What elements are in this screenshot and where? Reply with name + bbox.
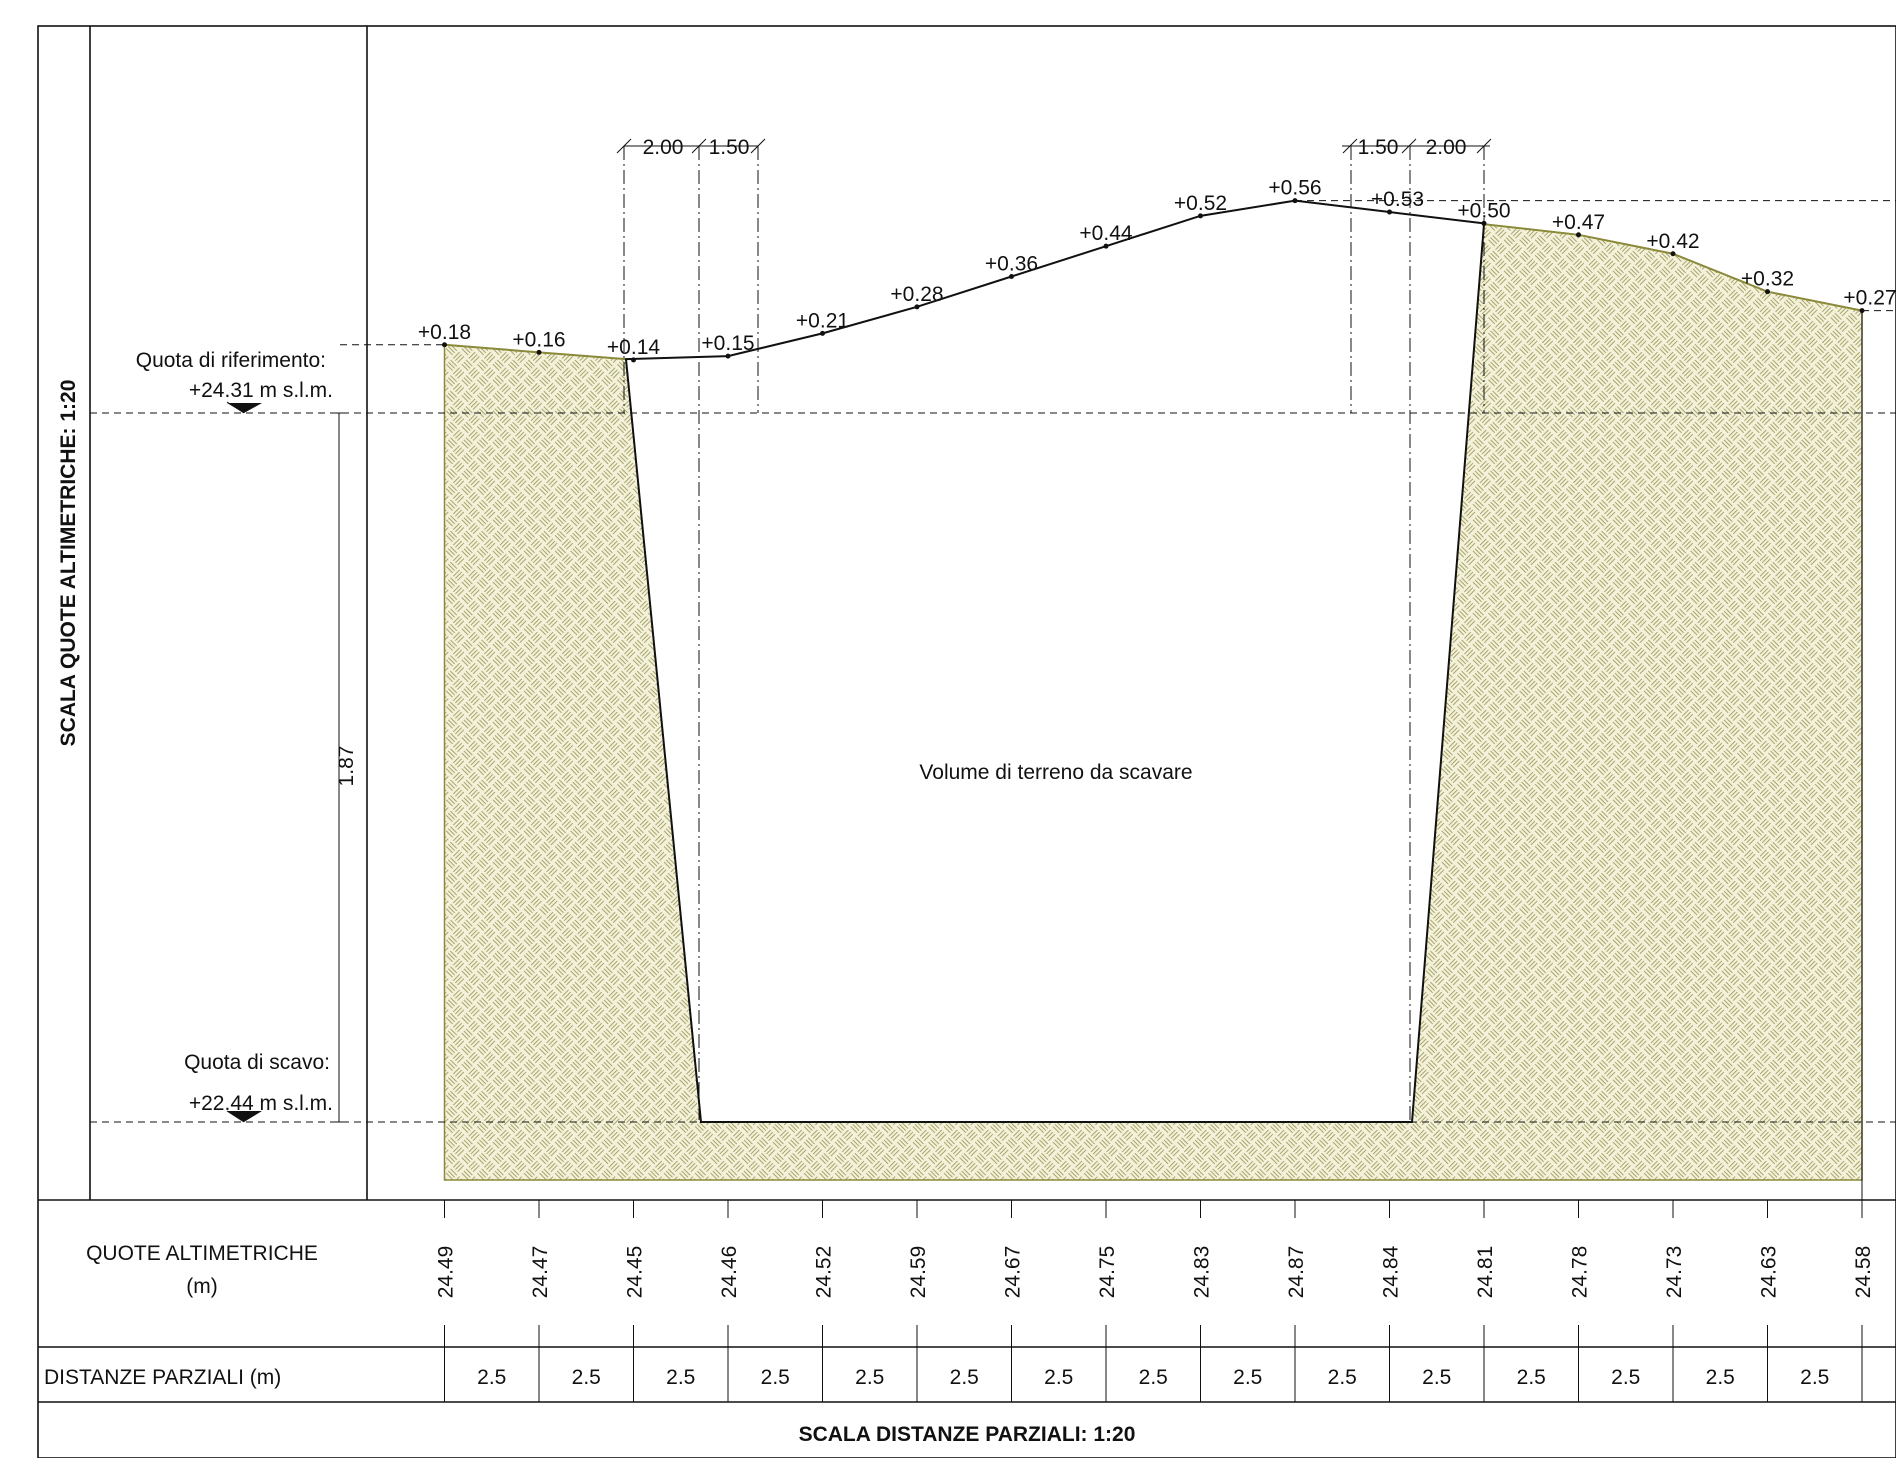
right-dim-1: 1.50	[1358, 136, 1399, 159]
profile-point	[1670, 251, 1676, 257]
elevation-value: 24.84	[1380, 1245, 1403, 1298]
profile-point	[725, 353, 731, 359]
distance-row-label: DISTANZE PARZIALI (m)	[44, 1366, 281, 1389]
elevation-value: 24.83	[1191, 1246, 1214, 1299]
horizontal-scale-title: SCALA DISTANZE PARZIALI: 1:20	[799, 1423, 1136, 1446]
relative-elevation-label: +0.27	[1843, 287, 1896, 310]
elevation-value: 24.59	[907, 1246, 930, 1299]
frame	[37, 25, 1896, 1458]
terrain-fill	[443, 223, 1863, 1181]
profile-point	[1576, 232, 1581, 238]
excavation-level-value: +22.44 m s.l.m.	[189, 1092, 333, 1115]
distance-value: 2.5	[1706, 1366, 1735, 1389]
profile-point	[1292, 198, 1298, 204]
excavation-level-label: Quota di scavo:	[184, 1051, 330, 1074]
relative-elevation-label: +0.16	[512, 328, 565, 351]
relative-elevation-label: +0.28	[890, 283, 943, 306]
profile-point	[1481, 220, 1487, 226]
relative-elevation-label: +0.47	[1552, 211, 1605, 234]
elevation-value: 24.52	[813, 1246, 836, 1299]
distance-value: 2.5	[477, 1366, 506, 1389]
profile-point	[631, 357, 636, 363]
profile-point	[1198, 213, 1203, 219]
relative-elevation-label: +0.50	[1457, 199, 1510, 222]
distance-value: 2.5	[950, 1366, 979, 1389]
relative-elevation-label: +0.18	[418, 321, 471, 344]
elevation-value: 24.46	[718, 1246, 741, 1299]
distance-value: 2.5	[1328, 1366, 1357, 1389]
profile-point	[536, 349, 542, 355]
elevation-value: 24.78	[1569, 1246, 1592, 1299]
excavation-level-marker	[227, 1111, 262, 1122]
elevation-value: 24.87	[1285, 1246, 1308, 1299]
distance-value: 2.5	[572, 1366, 601, 1389]
distance-value: 2.5	[1800, 1366, 1829, 1389]
elevation-value: 24.73	[1663, 1246, 1686, 1299]
profile-point	[1009, 274, 1014, 280]
profile-points: +0.18 +0.16 +0.14 +0.15 +0.21 +0.28 +0.36 +0.44…	[418, 177, 1896, 363]
left-dimension-chain	[616, 138, 766, 154]
reference-level-label: Quota di riferimento:	[136, 349, 326, 372]
right-dim-2: 2.00	[1426, 136, 1467, 159]
distance-value: 2.5	[1611, 1366, 1640, 1389]
terrain-section	[443, 223, 1863, 1181]
relative-elevation-label: +0.21	[796, 309, 849, 332]
relative-elevation-label: +0.44	[1079, 222, 1132, 245]
left-dim-1: 2.00	[643, 136, 684, 159]
relative-elevation-label: +0.15	[701, 332, 754, 355]
relative-elevation-label: +0.52	[1174, 192, 1227, 215]
profile-point	[914, 304, 920, 310]
distance-value: 2.5	[1422, 1366, 1451, 1389]
right-dimension-chain	[1342, 138, 1492, 154]
reference-level-value: +24.31 m s.l.m.	[189, 379, 333, 402]
relative-elevation-label: +0.36	[985, 253, 1038, 276]
elevation-value: 24.47	[529, 1246, 552, 1299]
profile-point	[1387, 209, 1392, 215]
elevation-value: 24.81	[1474, 1246, 1497, 1299]
vertical-scale-title: SCALA QUOTE ALTIMETRICHE: 1:20	[57, 380, 80, 747]
reference-lines	[90, 146, 1896, 1200]
relative-elevation-label: +0.14	[607, 336, 660, 359]
elevation-row-unit: (m)	[186, 1275, 217, 1298]
depth-dimension-label: 1.87	[335, 746, 358, 787]
profile-point	[820, 330, 825, 336]
elevation-value: 24.45	[624, 1246, 647, 1299]
elevation-value: 24.63	[1758, 1246, 1781, 1299]
reference-level-marker	[227, 403, 262, 413]
distance-value: 2.5	[1044, 1366, 1073, 1389]
depth-dimension	[331, 412, 347, 1123]
relative-elevation-label: +0.42	[1646, 230, 1699, 253]
elevation-value: 24.58	[1852, 1246, 1875, 1299]
elevation-value: 24.67	[1002, 1246, 1025, 1299]
profile-point	[1859, 308, 1865, 314]
excavation-section	[624, 199, 1485, 1123]
distance-value: 2.5	[1139, 1366, 1168, 1389]
excavation-volume	[624, 199, 1485, 1123]
volume-label: Volume di terreno da scavare	[919, 761, 1192, 784]
elevation-row-label: QUOTE ALTIMETRICHE	[86, 1242, 318, 1265]
distance-value: 2.5	[1233, 1366, 1262, 1389]
relative-elevation-label: +0.53	[1371, 188, 1424, 211]
distance-value: 2.5	[666, 1366, 695, 1389]
relative-elevation-label: +0.32	[1741, 268, 1794, 291]
elevation-value: 24.49	[435, 1246, 458, 1299]
relative-elevation-label: +0.56	[1268, 177, 1321, 200]
profile-point	[442, 342, 447, 348]
elevation-value: 24.75	[1096, 1246, 1119, 1299]
distance-value: 2.5	[761, 1366, 790, 1389]
left-dim-2: 1.50	[709, 136, 750, 159]
data-table: 24.49 24.47 24.45 24.46 24.52 24.59 24.67 24.75…	[435, 1200, 1875, 1402]
distance-value: 2.5	[855, 1366, 884, 1389]
distance-value: 2.5	[1517, 1366, 1546, 1389]
profile-point	[1103, 243, 1109, 249]
profile-point	[1765, 289, 1770, 295]
